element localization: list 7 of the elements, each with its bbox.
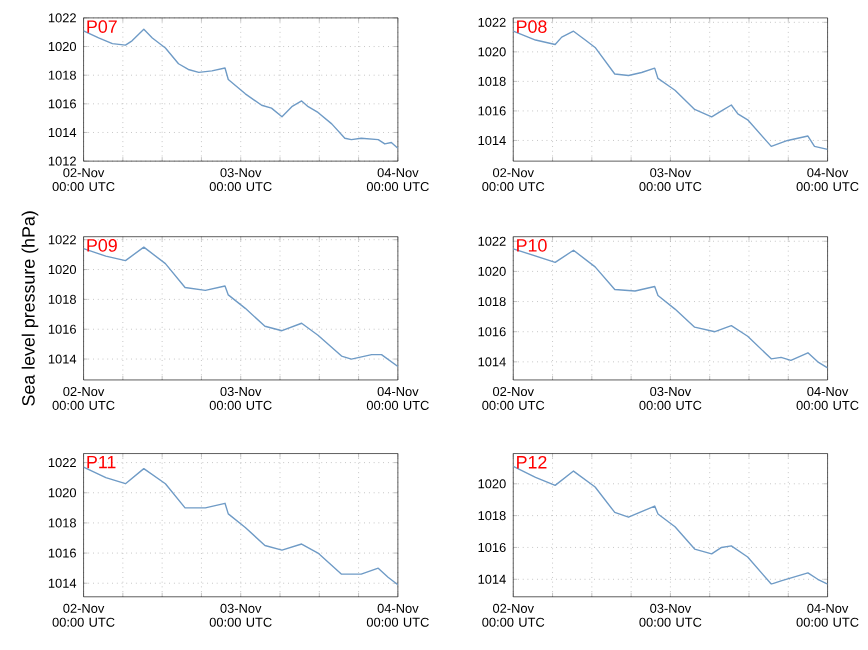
chart-title: P10: [517, 238, 547, 252]
chart-title: P11: [87, 455, 116, 468]
chart-title: P09: [87, 238, 117, 252]
chart-title: P08: [517, 20, 547, 33]
chart-title: P12: [517, 455, 547, 469]
chart-title: P07: [87, 20, 117, 33]
y-axis-title: Sea level pressure (hPa): [21, 211, 39, 406]
